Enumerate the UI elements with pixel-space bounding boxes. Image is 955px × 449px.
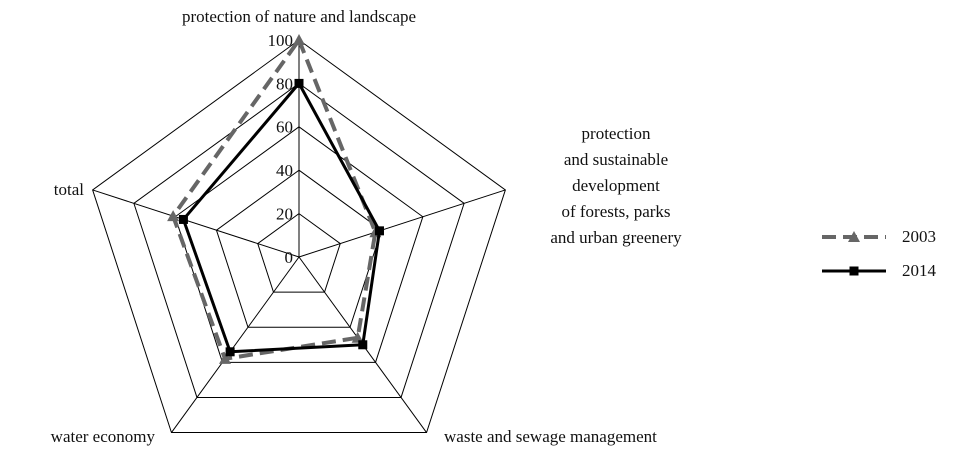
spoke — [92, 189, 300, 258]
marker — [294, 78, 304, 88]
marker — [219, 352, 232, 364]
category-label: water economy — [51, 427, 156, 446]
category-label: protection and sustainable development of f… — [550, 124, 682, 247]
tick-label: 20 — [276, 205, 293, 224]
marker — [374, 226, 384, 236]
grid-ring — [92, 39, 506, 434]
spoke — [298, 189, 506, 258]
marker — [178, 214, 188, 224]
marker — [849, 266, 859, 276]
tick-label: 100 — [268, 31, 294, 50]
series-line — [171, 38, 378, 361]
marker — [167, 210, 180, 222]
spoke — [171, 256, 300, 433]
legend-label: 2014 — [902, 261, 937, 280]
tick-label: 60 — [276, 118, 293, 137]
legend-label: 2003 — [902, 227, 936, 246]
marker — [351, 331, 364, 343]
grid-ring — [133, 82, 465, 398]
grid-ring — [174, 126, 424, 363]
marker — [293, 34, 305, 45]
grid-ring — [257, 212, 341, 293]
series-line — [181, 81, 381, 354]
category-label: total — [54, 180, 84, 199]
marker — [848, 231, 860, 242]
grid-ring — [215, 169, 383, 328]
tick-label: 0 — [285, 248, 294, 267]
tick-label: 40 — [276, 161, 293, 180]
category-label: waste and sewage management — [444, 427, 657, 446]
tick-label: 80 — [276, 74, 293, 93]
marker — [358, 340, 368, 350]
category-label: protection of nature and landscape — [182, 7, 416, 26]
marker — [225, 347, 235, 357]
